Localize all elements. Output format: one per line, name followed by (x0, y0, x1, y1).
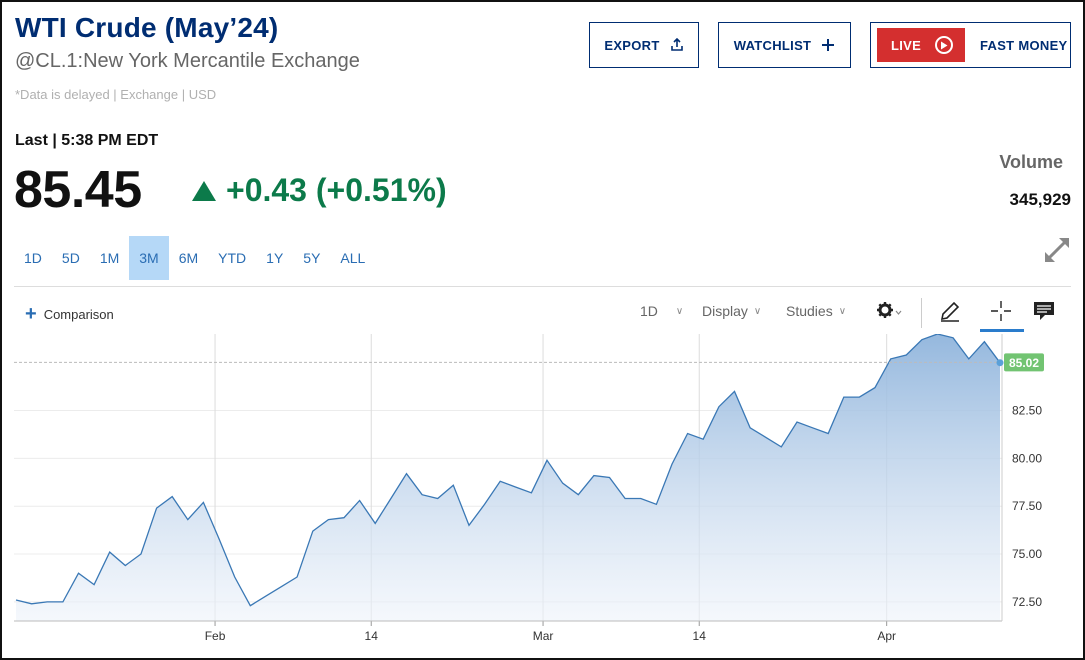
studies-dropdown[interactable]: Studies ∨ (786, 303, 846, 319)
range-ytd[interactable]: YTD (218, 250, 247, 266)
price-chart-svg: 72.50 75.00 77.50 80.00 82.50 Feb 14 Mar 14 Apr 85… (14, 334, 1044, 643)
volume-value: 345,929 (1009, 190, 1071, 209)
crosshair-icon[interactable] (988, 298, 1014, 324)
price-change: +0.43 (+0.51%) (192, 172, 447, 209)
y-tick-label: 80.00 (1012, 451, 1042, 465)
exchange-subtitle: @CL.1:New York Mercantile Exchange (15, 50, 360, 72)
price-area (16, 334, 1000, 621)
y-tick-label: 75.00 (1012, 547, 1042, 561)
price-line (15, 334, 1001, 607)
last-price: 85.45 (14, 161, 142, 219)
share-icon (670, 38, 684, 52)
page-title: WTI Crude (May’24) (15, 12, 279, 43)
x-tick-label: 14 (365, 629, 379, 643)
y-tick-label: 72.50 (1012, 595, 1042, 609)
plus-icon: + (25, 303, 37, 325)
range-1d[interactable]: 1D (24, 250, 42, 266)
comparison-label: Comparison (43, 306, 114, 322)
watchlist-label: WATCHLIST (733, 37, 812, 53)
range-selector: 1D 5D 1M 3M 6M YTD 1Y 5Y ALL (14, 236, 375, 280)
range-3m[interactable]: 3M (129, 236, 169, 280)
chevron-down-icon: ∨ (675, 305, 684, 317)
x-tick-label: Mar (533, 629, 554, 643)
up-arrow-icon (192, 180, 216, 201)
export-button[interactable]: EXPORT (589, 22, 699, 68)
live-fast-money-button[interactable]: LIVE FAST MONEY (870, 22, 1071, 68)
export-label: EXPORT (604, 37, 660, 53)
range-5d[interactable]: 5D (61, 250, 80, 266)
range-all[interactable]: ALL (340, 250, 366, 266)
comment-icon[interactable] (1031, 298, 1057, 324)
live-label: LIVE (891, 37, 922, 53)
y-tick-label: 77.50 (1012, 499, 1042, 513)
interval-label: 1D (640, 303, 658, 319)
range-6m[interactable]: 6M (178, 250, 199, 266)
settings-gear-icon[interactable] (876, 298, 902, 324)
range-1m[interactable]: 1M (99, 250, 120, 266)
y-tick-label: 82.50 (1012, 404, 1042, 418)
last-price-tag (1004, 353, 1044, 372)
expand-icon[interactable] (1043, 236, 1071, 264)
range-5y[interactable]: 5Y (303, 250, 321, 266)
draw-pencil-icon[interactable] (937, 298, 963, 324)
toolbar-separator (921, 298, 922, 328)
section-divider (14, 286, 1071, 287)
last-trade-time: Last | 5:38 PM EDT (15, 132, 159, 149)
chevron-down-icon: ∨ (753, 305, 762, 317)
interval-dropdown[interactable]: 1D ∨ (640, 303, 683, 319)
chevron-down-icon: ∨ (838, 305, 847, 317)
live-badge: LIVE (877, 28, 965, 62)
data-disclaimer: *Data is delayed | Exchange | USD (15, 87, 217, 102)
comparison-button[interactable]: + Comparison (25, 303, 114, 325)
price-change-value: +0.43 (+0.51%) (226, 172, 447, 208)
display-dropdown[interactable]: Display ∨ (702, 303, 761, 319)
play-icon (935, 36, 954, 54)
x-tick-label: 14 (693, 629, 707, 643)
last-point-marker (996, 359, 1004, 367)
range-1y[interactable]: 1Y (266, 250, 284, 266)
active-tool-indicator (980, 329, 1024, 332)
fast-money-label: FAST MONEY (980, 37, 1068, 53)
plus-icon (821, 38, 835, 52)
x-tick-label: Feb (205, 629, 226, 643)
price-chart[interactable]: 72.50 75.00 77.50 80.00 82.50 Feb 14 Mar 14 Apr 85… (14, 334, 1072, 648)
last-price-tag-label: 85.02 (1009, 356, 1039, 370)
x-tick-label: Apr (877, 629, 896, 643)
watchlist-button[interactable]: WATCHLIST (718, 22, 851, 68)
volume-label: Volume (999, 152, 1063, 172)
display-label: Display (702, 303, 748, 319)
studies-label: Studies (786, 303, 833, 319)
